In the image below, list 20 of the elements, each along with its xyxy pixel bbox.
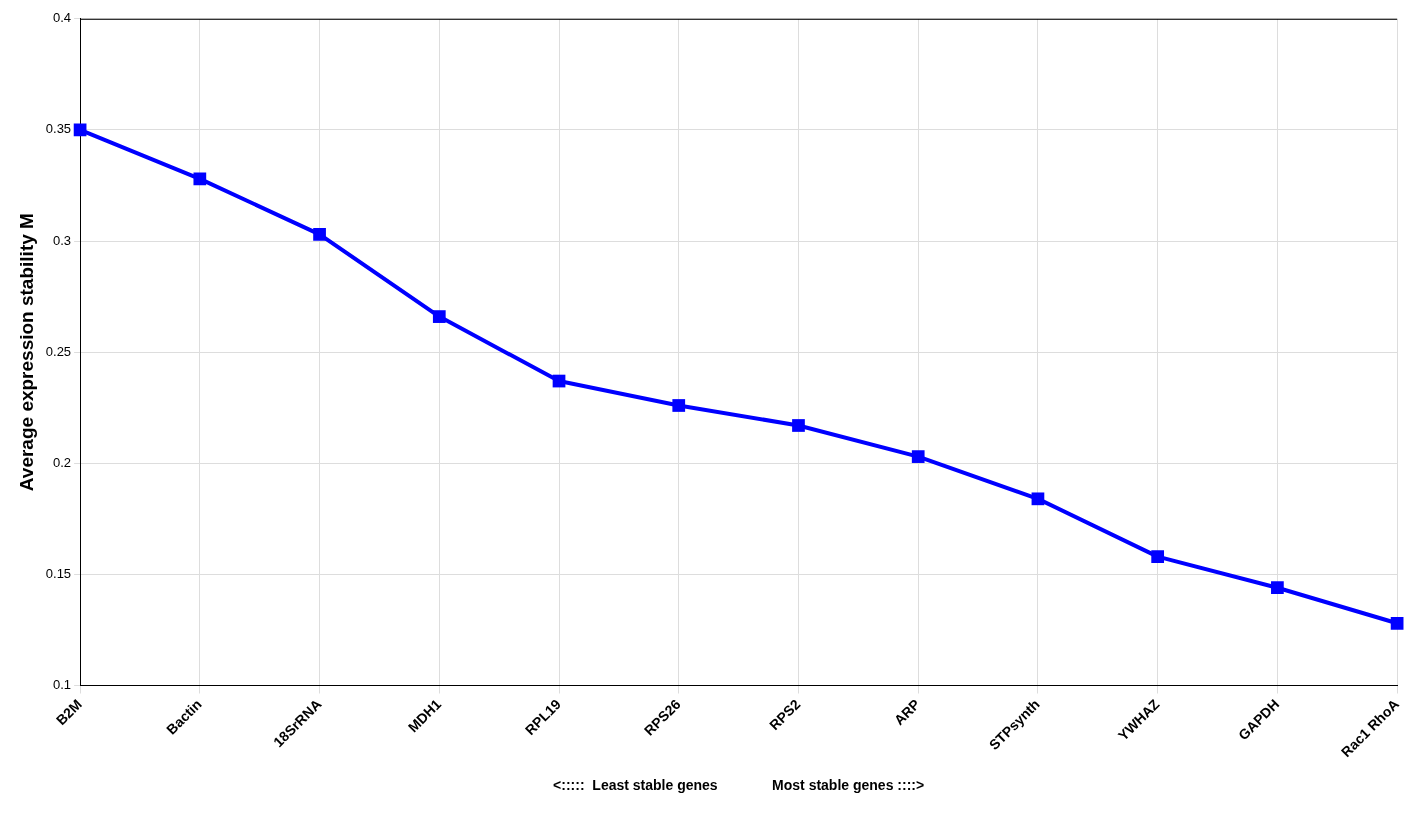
y-tick-label: 0.25 [45, 343, 72, 359]
point [73, 123, 87, 137]
point [1271, 581, 1284, 595]
point [1390, 616, 1404, 630]
point [432, 310, 446, 323]
y-axis-title: Average expression stability M [15, 213, 37, 492]
y-tick-label: 0.4 [53, 10, 72, 26]
y-tick-label: 0.1 [53, 677, 72, 693]
point [672, 399, 686, 412]
point [313, 228, 326, 241]
point [792, 419, 805, 432]
point [911, 450, 925, 463]
x-axis-title: <::::: Least stable genes Most stable genes ::::> [553, 777, 925, 794]
point [1031, 492, 1045, 506]
y-tick-label: 0.3 [53, 232, 72, 248]
y-tick-label: 0.35 [45, 121, 72, 137]
y-tick-label: 0.2 [53, 454, 72, 470]
y-tick-label: 0.15 [45, 565, 72, 581]
point [193, 172, 207, 186]
point [1151, 550, 1165, 563]
